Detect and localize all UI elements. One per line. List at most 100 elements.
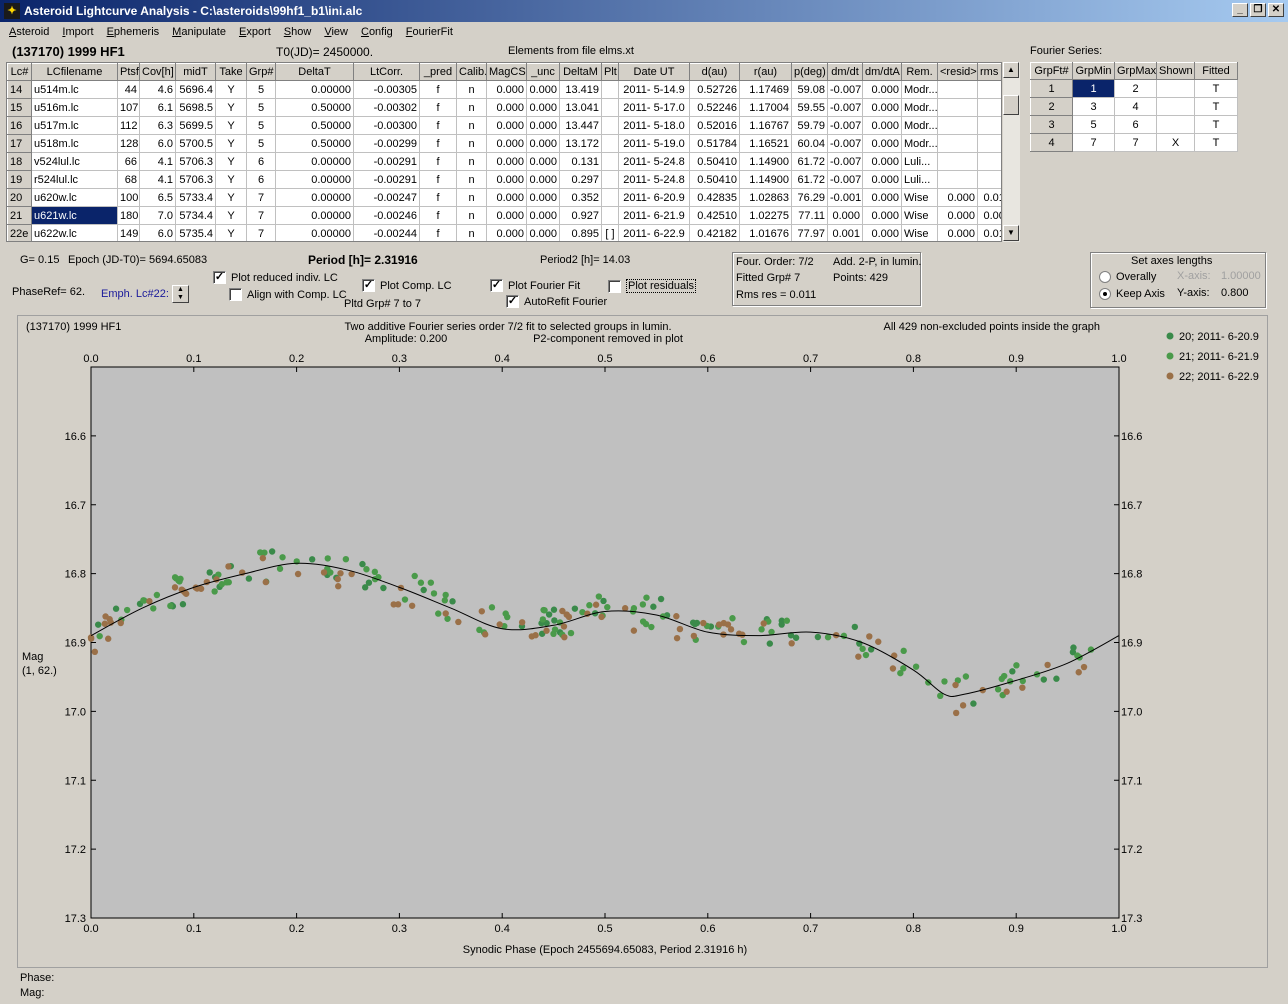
x-axis-value[interactable]: 1.00000 xyxy=(1221,270,1261,282)
table-cell[interactable]: 5696.4 xyxy=(175,80,216,99)
menu-config[interactable]: Config xyxy=(360,26,393,38)
table-cell[interactable]: u516m.lc xyxy=(31,98,118,117)
lc-col-header[interactable]: DeltaM xyxy=(559,63,602,81)
row-header[interactable]: 18 xyxy=(7,152,32,171)
table-cell[interactable]: 0.000 xyxy=(862,224,902,241)
table-cell[interactable]: -0.00305 xyxy=(353,80,420,99)
table-cell[interactable]: -0.001 xyxy=(827,188,863,207)
table-cell[interactable] xyxy=(977,80,1001,99)
lc-col-header[interactable]: d(au) xyxy=(689,63,740,81)
table-cell[interactable]: 0.50410 xyxy=(689,152,740,171)
table-cell[interactable]: f xyxy=(419,170,457,189)
table-cell[interactable]: 0.000 xyxy=(526,152,560,171)
table-cell[interactable]: 1.16767 xyxy=(739,116,792,135)
table-cell[interactable]: T xyxy=(1194,97,1238,116)
table-cell[interactable]: 0.000 xyxy=(526,134,560,153)
lc-col-header[interactable]: r(au) xyxy=(739,63,792,81)
table-cell[interactable]: 0.42835 xyxy=(689,188,740,207)
table-cell[interactable]: 2 xyxy=(1114,79,1157,98)
scroll-thumb[interactable] xyxy=(1003,95,1019,115)
table-cell[interactable]: 0.000 xyxy=(486,188,527,207)
scroll-up-button[interactable]: ▲ xyxy=(1003,62,1019,78)
table-cell[interactable]: 0.52016 xyxy=(689,116,740,135)
table-cell[interactable]: 61.72 xyxy=(791,170,828,189)
lc-col-header[interactable]: DeltaT xyxy=(275,63,354,81)
emph-spinner[interactable]: ▲ ▼ xyxy=(172,285,189,303)
fourier-col-header[interactable]: Fitted xyxy=(1194,62,1238,80)
table-cell[interactable]: f xyxy=(419,206,457,225)
table-cell[interactable]: -0.007 xyxy=(827,170,863,189)
table-cell[interactable]: 77.97 xyxy=(791,224,828,241)
table-cell[interactable]: 4.1 xyxy=(139,152,176,171)
row-header[interactable]: 14 xyxy=(7,80,32,99)
table-cell[interactable]: 0.000 xyxy=(862,134,902,153)
table-cell[interactable]: 0.000 xyxy=(526,116,560,135)
table-cell[interactable]: Y xyxy=(215,152,247,171)
table-cell[interactable]: 4.1 xyxy=(139,170,176,189)
table-cell[interactable]: 0.00000 xyxy=(275,188,354,207)
restore-button[interactable]: ❐ xyxy=(1250,3,1266,17)
table-cell[interactable]: 0.009 xyxy=(977,206,1001,225)
row-header[interactable]: 3 xyxy=(1030,115,1073,134)
table-cell[interactable] xyxy=(937,116,978,135)
table-cell[interactable]: 5734.4 xyxy=(175,206,216,225)
table-cell[interactable]: 6 xyxy=(246,170,276,189)
table-cell[interactable]: 7 xyxy=(246,188,276,207)
table-cell[interactable] xyxy=(937,152,978,171)
table-cell[interactable]: u514m.lc xyxy=(31,80,118,99)
menu-show[interactable]: Show xyxy=(283,26,312,38)
table-cell[interactable]: -0.00246 xyxy=(353,206,420,225)
table-cell[interactable]: v524lul.lc xyxy=(31,152,118,171)
table-cell[interactable]: 59.79 xyxy=(791,116,828,135)
table-cell[interactable]: 2011- 5-14.9 xyxy=(618,80,690,99)
table-cell[interactable]: n xyxy=(456,206,487,225)
table-cell[interactable]: 0.000 xyxy=(862,116,902,135)
table-cell[interactable]: 2011- 5-24.8 xyxy=(618,152,690,171)
overally-radio[interactable]: Overally xyxy=(1099,271,1156,283)
table-cell[interactable] xyxy=(937,80,978,99)
row-header[interactable]: 22e xyxy=(7,224,32,241)
table-cell[interactable]: Y xyxy=(215,206,247,225)
menu-asteroid[interactable]: Asteroid xyxy=(9,26,50,38)
lc-col-header[interactable]: Cov[h] xyxy=(139,63,176,81)
table-cell[interactable]: 0.000 xyxy=(486,80,527,99)
table-cell[interactable]: Modr... xyxy=(901,80,938,99)
table-cell[interactable]: -0.007 xyxy=(827,80,863,99)
table-cell[interactable]: f xyxy=(419,188,457,207)
table-cell[interactable]: 0.000 xyxy=(937,224,978,241)
y-axis-value[interactable]: 0.800 xyxy=(1221,287,1249,299)
table-cell[interactable]: Y xyxy=(215,116,247,135)
row-header[interactable]: 17 xyxy=(7,134,32,153)
table-cell[interactable]: 0.000 xyxy=(486,152,527,171)
table-cell[interactable]: -0.007 xyxy=(827,116,863,135)
table-row[interactable]: 14 u514m.lc 44 4.6 5696.4 Y 5 0.00000 -0.00305 f n… xyxy=(7,80,1001,99)
table-cell[interactable]: 7 xyxy=(246,206,276,225)
table-cell[interactable]: 0.000 xyxy=(827,206,863,225)
table-cell[interactable]: 0.00000 xyxy=(275,224,354,241)
table-cell[interactable]: 13.419 xyxy=(559,80,602,99)
table-cell[interactable] xyxy=(977,116,1001,135)
table-cell[interactable]: -0.00291 xyxy=(353,152,420,171)
table-cell[interactable]: n xyxy=(456,80,487,99)
table-row[interactable]: 20 u620w.lc 100 6.5 5733.4 Y 7 0.00000 -0.00247 f… xyxy=(7,188,1001,207)
table-cell[interactable]: 66 xyxy=(117,152,140,171)
table-cell[interactable]: 0.013 xyxy=(977,188,1001,207)
table-cell[interactable]: 1.14900 xyxy=(739,152,792,171)
table-cell[interactable]: 5733.4 xyxy=(175,188,216,207)
table-row[interactable]: 19 r524lul.lc 68 4.1 5706.3 Y 6 0.00000 -0.00291… xyxy=(7,170,1001,189)
table-cell[interactable]: 5706.3 xyxy=(175,170,216,189)
table-cell[interactable]: 0.927 xyxy=(559,206,602,225)
table-cell[interactable]: n xyxy=(456,152,487,171)
menu-fourierfit[interactable]: FourierFit xyxy=(405,26,453,38)
table-cell[interactable]: 0.000 xyxy=(862,80,902,99)
table-cell[interactable]: 7.0 xyxy=(139,206,176,225)
keep-axis-radio[interactable]: Keep Axis xyxy=(1099,288,1165,300)
table-cell[interactable] xyxy=(977,170,1001,189)
plot-fourier-checkbox[interactable]: ✓ Plot Fourier Fit xyxy=(490,279,580,292)
lc-col-header[interactable]: Take xyxy=(215,63,247,81)
lc-col-header[interactable]: Grp# xyxy=(246,63,276,81)
table-cell[interactable]: T xyxy=(1194,79,1238,98)
lightcurve-plot-area[interactable]: (137170) 1999 HF1 Two additive Fourier se… xyxy=(17,315,1268,968)
